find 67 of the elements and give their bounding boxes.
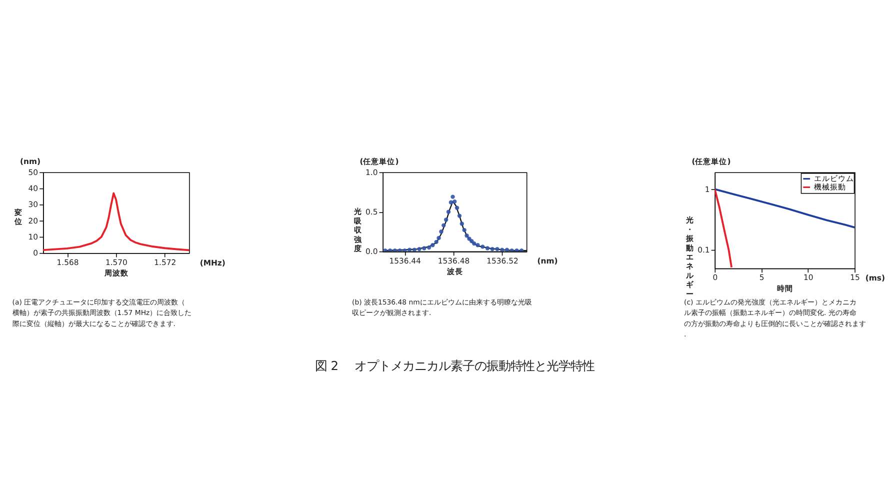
point (480, 244, 485, 249)
y-tick-label: 50 (28, 168, 38, 177)
text: (nm) (537, 256, 558, 266)
y-tick-label: 10 (28, 232, 38, 242)
point (500, 248, 504, 252)
x-tick-label: 10 (804, 273, 814, 282)
point (452, 199, 457, 204)
x-tick-label: 1536.52 (486, 256, 518, 266)
x-tick-label: 0 (712, 273, 718, 282)
x-tick-label: 5 (759, 273, 764, 282)
point (490, 246, 494, 252)
y-tick-label: 20 (28, 216, 38, 226)
x-axis-title: 時間 (777, 284, 794, 294)
point (446, 210, 451, 214)
legend-label: エルビウム (814, 174, 854, 184)
point (472, 241, 476, 246)
text: (nm) (20, 156, 40, 166)
line-series (714, 188, 733, 268)
y-tick-label: 1 (704, 184, 710, 194)
point (454, 206, 460, 210)
y-axis-title: 光吸収強度 (353, 207, 364, 254)
y-tick-label: 0.5 (366, 208, 378, 217)
line-series (43, 192, 190, 252)
x-tick-label: 1.572 (154, 258, 176, 267)
point (504, 248, 510, 252)
y-axis-title: 変位 (13, 206, 22, 226)
caption: 図 2 オプトメカニカル素子の振動特性と光学特性 (314, 358, 594, 373)
y-tick-label: 0.1 (698, 246, 710, 255)
x-tick-label: 1.568 (56, 258, 79, 267)
y-tick-label: 0 (33, 248, 38, 258)
point (460, 222, 464, 226)
x-tick-label: 15 (850, 273, 860, 282)
point (485, 246, 490, 250)
point (464, 233, 469, 238)
point (448, 200, 454, 204)
point (434, 240, 438, 244)
point (442, 223, 446, 228)
point (457, 214, 462, 218)
x-tick-label: 1536.48 (438, 256, 470, 266)
x-axis-title: 波長 (446, 267, 463, 276)
point (450, 194, 455, 199)
text: 光・振動エネルギー (686, 216, 694, 298)
point (436, 236, 441, 240)
y-tick-label: 1.0 (366, 168, 378, 177)
point (412, 248, 417, 252)
point (444, 218, 448, 222)
text: (任意単位) (360, 156, 399, 166)
point (495, 246, 500, 252)
point (514, 248, 519, 252)
point (462, 228, 466, 232)
x-axis-title: 周波数 (103, 268, 130, 278)
text: (MHz) (200, 258, 226, 268)
point (407, 248, 412, 252)
legend-label: 機械振動 (814, 182, 846, 192)
point (430, 242, 435, 248)
point (426, 245, 432, 250)
x-tick-label: 1.570 (105, 258, 128, 267)
point (439, 230, 444, 234)
y-tick-label: 30 (28, 200, 38, 210)
text: (ms) (865, 274, 885, 283)
point (422, 246, 426, 250)
point (476, 242, 480, 248)
y-tick-label: 40 (28, 184, 38, 194)
text: (任意単位) (692, 156, 731, 166)
y-tick-label: 0.0 (366, 247, 378, 256)
point (417, 246, 422, 252)
x-tick-label: 1536.44 (389, 256, 422, 266)
